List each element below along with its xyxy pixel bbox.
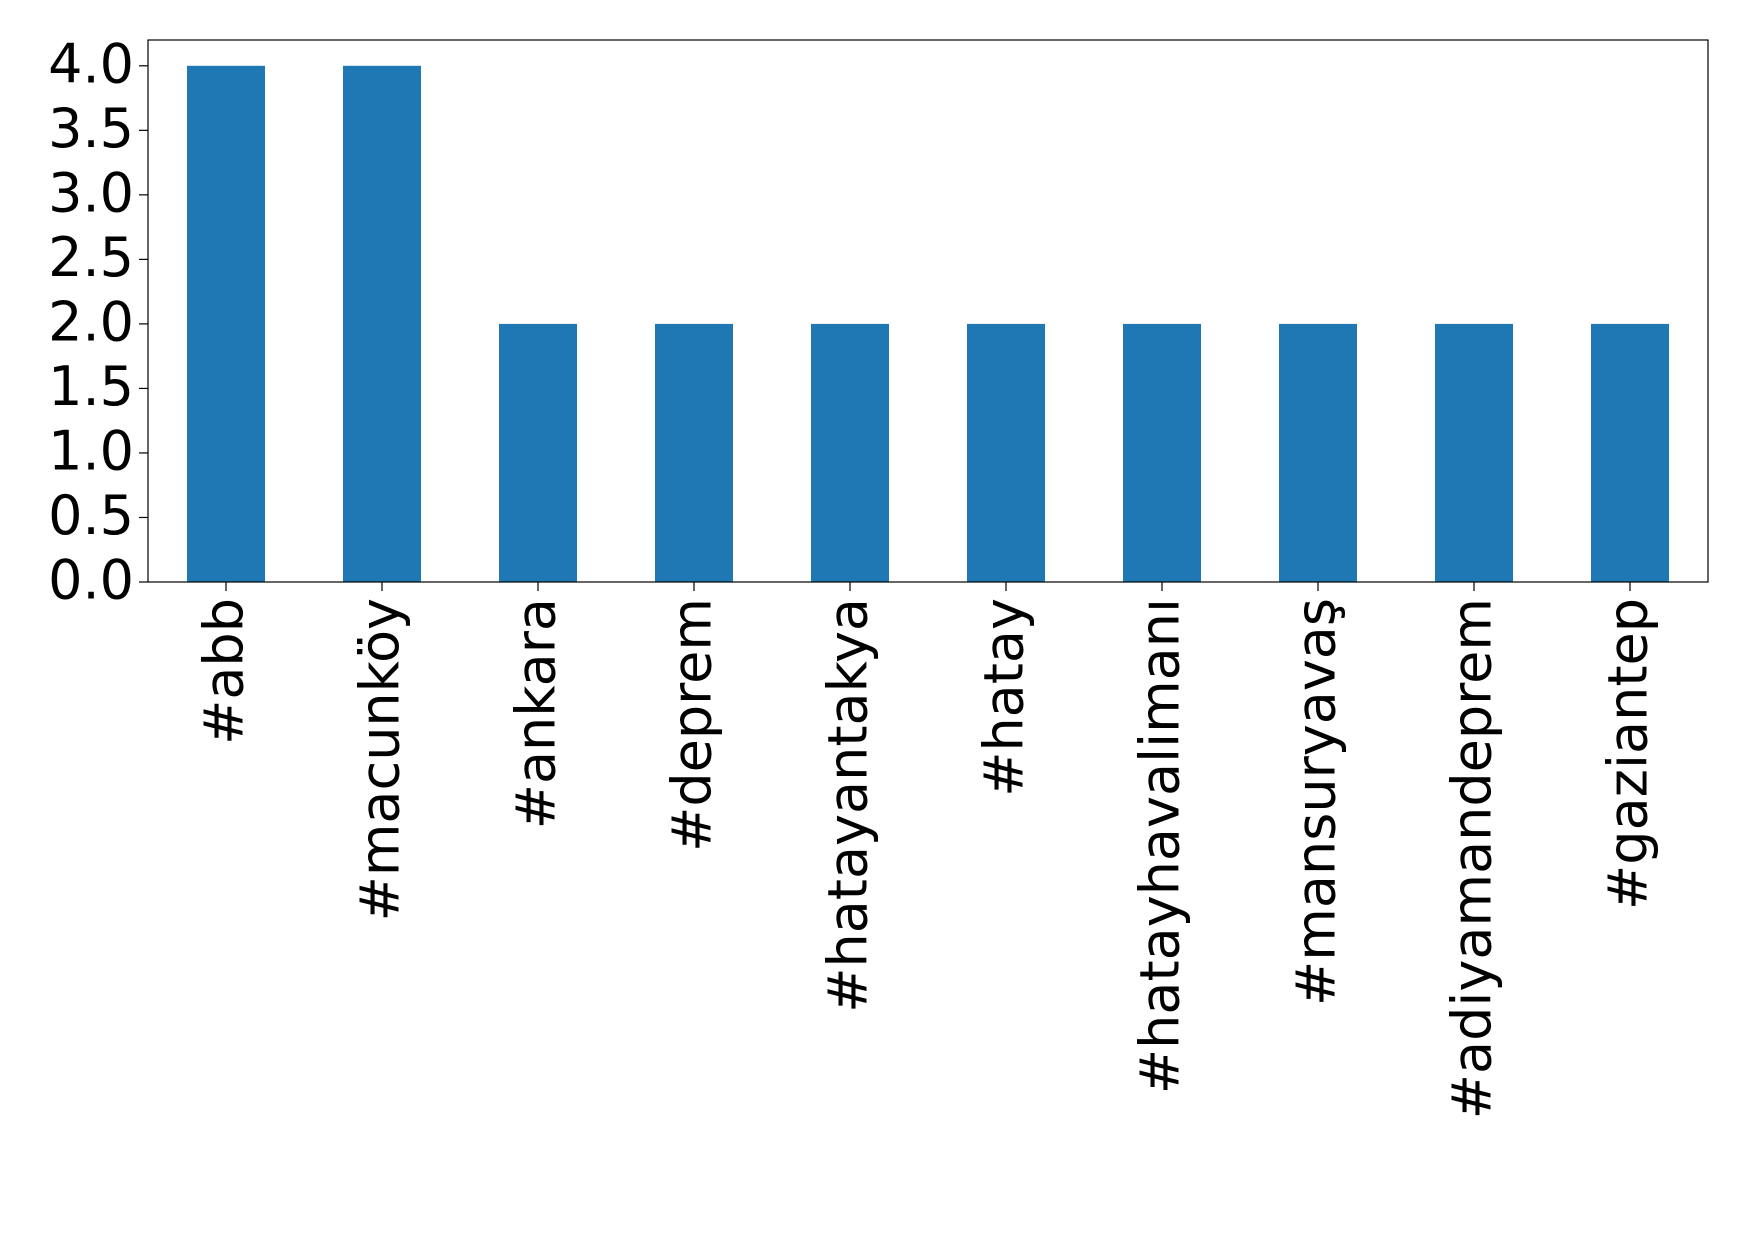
plot-frame [147, 39, 1709, 583]
y-tick-label: 0.0 [48, 549, 134, 612]
x-tick-label: #macunköy [349, 598, 412, 921]
bar [1435, 323, 1513, 582]
bar [187, 65, 265, 583]
y-tick-label: 1.5 [48, 355, 134, 418]
y-tick-label: 2.0 [48, 291, 134, 354]
bar [1591, 323, 1669, 582]
y-tick-label: 2.5 [48, 226, 134, 289]
x-tick-label: #ankara [505, 598, 568, 829]
bar [1123, 323, 1201, 582]
y-tick-label: 1.0 [48, 420, 134, 483]
bar [1279, 323, 1357, 582]
bar [343, 65, 421, 583]
x-tick-label: #mansuryavaş [1285, 598, 1348, 1006]
bar [655, 323, 733, 582]
bar [499, 323, 577, 582]
x-tick-label: #adiyamandeprem [1441, 598, 1504, 1119]
x-tick-label: #gaziantep [1597, 598, 1660, 910]
y-tick-label: 3.5 [48, 97, 134, 160]
x-tick-label: #hatayantakya [817, 598, 880, 1013]
bar [967, 323, 1045, 582]
x-tick-label: #abb [193, 598, 256, 745]
x-tick-label: #hatayhavalimanı [1129, 598, 1192, 1094]
x-tick-label: #hatay [973, 598, 1036, 797]
y-tick-label: 3.0 [48, 161, 134, 224]
bar [811, 323, 889, 582]
x-tick-label: #deprem [661, 598, 724, 852]
y-tick-label: 0.5 [48, 484, 134, 547]
y-tick-label: 4.0 [48, 32, 134, 95]
